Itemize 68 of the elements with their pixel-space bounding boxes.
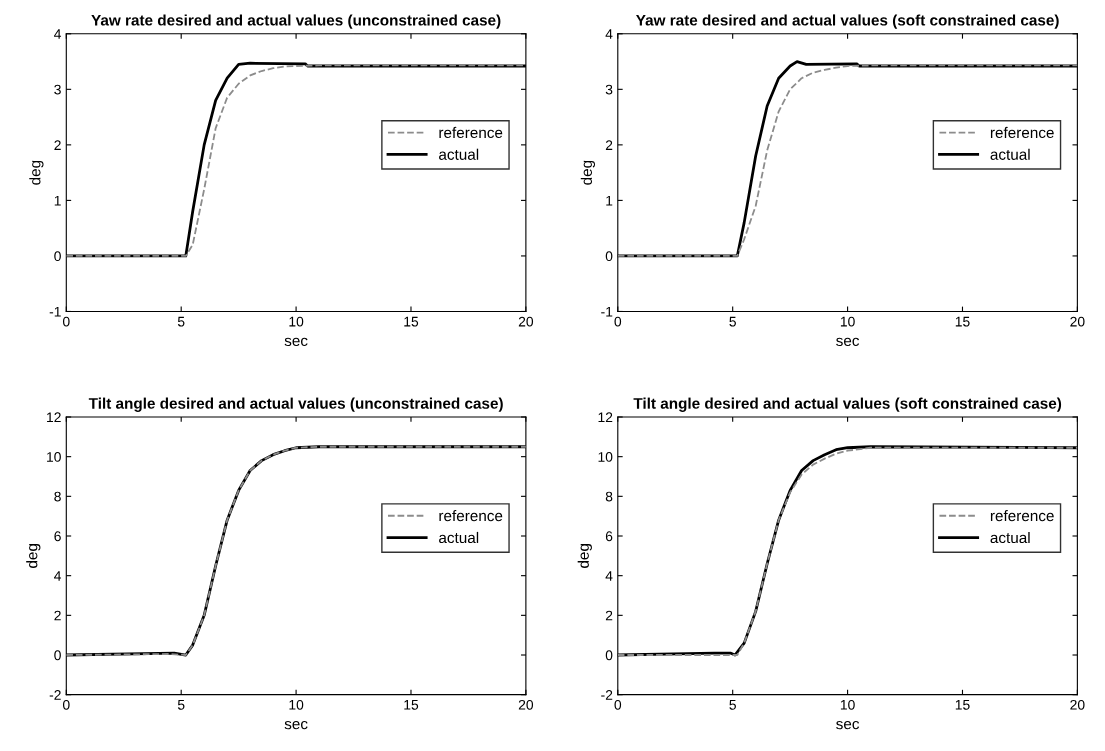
legend-label: reference [990,126,1054,139]
x-tick-label: 20 [518,699,534,710]
x-tick-label: 15 [404,316,419,327]
y-tick-label: 3 [605,84,613,95]
x-axis-title: sec [284,720,308,730]
chart-title: Yaw rate desired and actual values (unconstrained case) [91,14,501,29]
x-tick-label: 0 [62,699,70,710]
legend-label: actual [439,531,479,544]
y-tick-label: 8 [54,491,61,502]
y-tick-label: 10 [47,452,61,462]
x-tick-label: 5 [177,316,185,327]
y-tick-label: 6 [605,531,613,542]
y-tick-label: 4 [605,571,613,581]
x-tick-label: 5 [729,700,736,710]
legend-label: reference [439,510,503,522]
chart-title: Tilt angle desired and actual values (unconstrained case) [88,397,503,412]
x-axis-title: sec [836,720,860,730]
y-tick-label: 3 [54,84,61,95]
y-tick-label: 12 [598,412,613,423]
x-tick-label: 0 [614,316,622,327]
y-tick-label: -1 [49,306,61,317]
y-tick-label: 4 [54,29,62,39]
y-tick-label: 2 [54,140,61,150]
y-tick-label: 0 [54,650,61,661]
x-tick-label: 15 [955,316,970,327]
x-tick-label: 5 [729,316,736,327]
y-tick-label: -2 [601,690,613,700]
y-tick-label: -1 [601,306,613,317]
x-tick-label: 15 [955,700,970,710]
y-axis-title: deg [577,544,592,568]
y-tick-label: 12 [47,412,61,423]
y-tick-label: -2 [49,690,61,700]
x-tick-label: 0 [614,699,622,710]
y-tick-label: 2 [54,610,61,621]
x-tick-label: 20 [518,316,534,327]
x-tick-label: 15 [404,700,419,710]
y-tick-label: 4 [54,571,62,581]
y-tick-label: 2 [605,610,613,621]
x-tick-label: 10 [840,316,855,327]
y-tick-label: 0 [54,251,61,262]
y-tick-label: 10 [598,452,613,462]
x-tick-label: 10 [289,699,304,710]
y-tick-label: 2 [605,140,613,150]
y-axis-title: deg [580,160,596,185]
legend-label: actual [439,148,479,160]
y-tick-label: 1 [606,195,613,206]
chart-title: Yaw rate desired and actual values (soft constrained case) [636,14,1059,29]
y-tick-label: 0 [605,650,613,661]
x-tick-label: 0 [62,316,70,327]
y-tick-label: 0 [605,251,613,262]
legend-label: actual [990,148,1030,160]
x-tick-label: 20 [1070,699,1085,710]
y-tick-label: 1 [54,195,61,206]
x-tick-label: 5 [177,700,185,710]
x-axis-title: sec [836,337,860,347]
y-tick-label: 8 [605,491,613,502]
legend-label: reference [439,126,503,139]
x-tick-label: 10 [289,316,304,327]
chart-title: Tilt angle desired and actual values (soft constrained case) [633,397,1062,412]
y-tick-label: 4 [605,29,613,39]
x-axis-title: sec [284,337,308,347]
legend-label: actual [990,531,1030,544]
x-tick-label: 20 [1070,316,1085,327]
legend-label: reference [990,510,1054,522]
y-axis-title: deg [26,544,41,568]
y-axis-title: deg [29,160,44,185]
x-tick-label: 10 [840,699,855,710]
y-tick-label: 6 [54,531,61,542]
